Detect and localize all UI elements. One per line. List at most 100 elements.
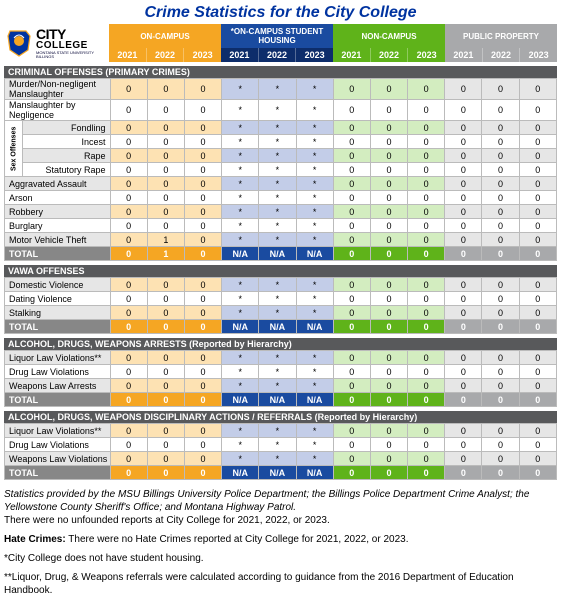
total-cell: N/A [259, 247, 296, 261]
data-cell: 0 [445, 424, 482, 438]
data-cell: * [259, 205, 296, 219]
data-cell: 0 [445, 191, 482, 205]
data-cell: * [222, 452, 259, 466]
data-cell: 0 [147, 379, 184, 393]
total-cell: 0 [519, 247, 556, 261]
data-table: Domestic Violence000***000000Dating Viol… [4, 277, 557, 334]
data-cell: * [222, 79, 259, 100]
data-cell: 0 [147, 121, 184, 135]
row-label: Liquor Law Violations** [5, 351, 111, 365]
total-cell: N/A [296, 320, 333, 334]
data-cell: 0 [184, 365, 221, 379]
data-cell: 0 [519, 205, 556, 219]
data-cell: * [296, 233, 333, 247]
data-table: Murder/Non-negligent Manslaughter000***0… [4, 78, 557, 261]
row-label: Statutory Rape [23, 163, 110, 177]
data-cell: * [259, 219, 296, 233]
header-row: CITY COLLEGE MONTANA STATE UNIVERSITY BI… [4, 24, 557, 62]
data-cell: * [259, 79, 296, 100]
table-row: Domestic Violence000***000000 [5, 278, 557, 292]
row-label: Aggravated Assault [5, 177, 111, 191]
data-cell: 0 [370, 306, 407, 320]
data-cell: 0 [519, 438, 556, 452]
data-cell: 0 [519, 351, 556, 365]
data-cell: 0 [445, 365, 482, 379]
data-cell: * [259, 306, 296, 320]
data-cell: 0 [482, 278, 519, 292]
data-cell: 0 [519, 100, 556, 121]
row-label: Robbery [5, 205, 111, 219]
data-cell: 0 [147, 278, 184, 292]
total-cell: 0 [445, 320, 482, 334]
data-cell: 0 [333, 438, 370, 452]
data-cell: 0 [370, 438, 407, 452]
data-cell: * [222, 177, 259, 191]
table-row: Arson000***000000 [5, 191, 557, 205]
year-cell: 2023 [295, 48, 333, 62]
row-label: Motor Vehicle Theft [5, 233, 111, 247]
data-cell: 0 [408, 163, 445, 177]
data-cell: 0 [110, 191, 147, 205]
data-cell: 0 [408, 177, 445, 191]
data-cell: * [222, 278, 259, 292]
data-cell: 0 [408, 149, 445, 163]
data-cell: * [259, 424, 296, 438]
table-row: Manslaughter by Negligence000***000000 [5, 100, 557, 121]
data-cell: * [259, 163, 296, 177]
data-cell: * [222, 135, 259, 149]
section-header: VAWA OFFENSES [4, 265, 557, 277]
data-cell: * [222, 365, 259, 379]
data-cell: 0 [519, 177, 556, 191]
data-cell: 0 [445, 100, 482, 121]
total-cell: 0 [519, 320, 556, 334]
section-header: ALCOHOL, DRUGS, WEAPONS ARRESTS (Reporte… [4, 338, 557, 350]
data-cell: 0 [482, 163, 519, 177]
table-row: Drug Law Violations000***000000 [5, 438, 557, 452]
data-cell: 0 [408, 191, 445, 205]
data-cell: 0 [184, 278, 221, 292]
data-cell: 0 [482, 205, 519, 219]
row-label: Drug Law Violations [5, 438, 111, 452]
row-label: Liquor Law Violations** [5, 424, 111, 438]
section-header: CRIMINAL OFFENSES (PRIMARY CRIMES) [4, 66, 557, 78]
logo-line1: CITY [36, 27, 107, 41]
year-cell: 2021 [221, 48, 258, 62]
data-cell: 0 [110, 424, 147, 438]
data-cell: 0 [184, 149, 221, 163]
data-cell: * [259, 121, 296, 135]
total-cell: 0 [482, 320, 519, 334]
data-cell: * [259, 452, 296, 466]
data-cell: 0 [370, 79, 407, 100]
data-cell: 0 [370, 351, 407, 365]
data-cell: 0 [333, 424, 370, 438]
logo-box: CITY COLLEGE MONTANA STATE UNIVERSITY BI… [4, 24, 109, 62]
data-cell: 0 [482, 351, 519, 365]
total-cell: 0 [408, 393, 445, 407]
data-cell: 0 [519, 135, 556, 149]
data-cell: 0 [147, 452, 184, 466]
data-cell: 0 [519, 278, 556, 292]
data-cell: 0 [110, 379, 147, 393]
data-cell: * [296, 121, 333, 135]
total-cell: 0 [184, 320, 221, 334]
data-cell: 0 [370, 205, 407, 219]
data-cell: 0 [445, 177, 482, 191]
data-cell: 0 [184, 306, 221, 320]
data-cell: * [296, 100, 333, 121]
data-cell: 0 [147, 306, 184, 320]
data-cell: 0 [110, 292, 147, 306]
year-cell: 2023 [407, 48, 445, 62]
total-cell: 0 [519, 393, 556, 407]
data-cell: * [259, 100, 296, 121]
data-cell: 0 [519, 191, 556, 205]
data-cell: * [296, 351, 333, 365]
data-cell: 0 [408, 452, 445, 466]
data-cell: 0 [184, 292, 221, 306]
data-cell: 0 [147, 163, 184, 177]
data-cell: 0 [110, 177, 147, 191]
group-label: ON-CAMPUS [109, 24, 221, 48]
data-cell: 0 [333, 100, 370, 121]
data-cell: 0 [147, 438, 184, 452]
table-row: Drug Law Violations000***000000 [5, 365, 557, 379]
data-cell: 0 [184, 205, 221, 219]
